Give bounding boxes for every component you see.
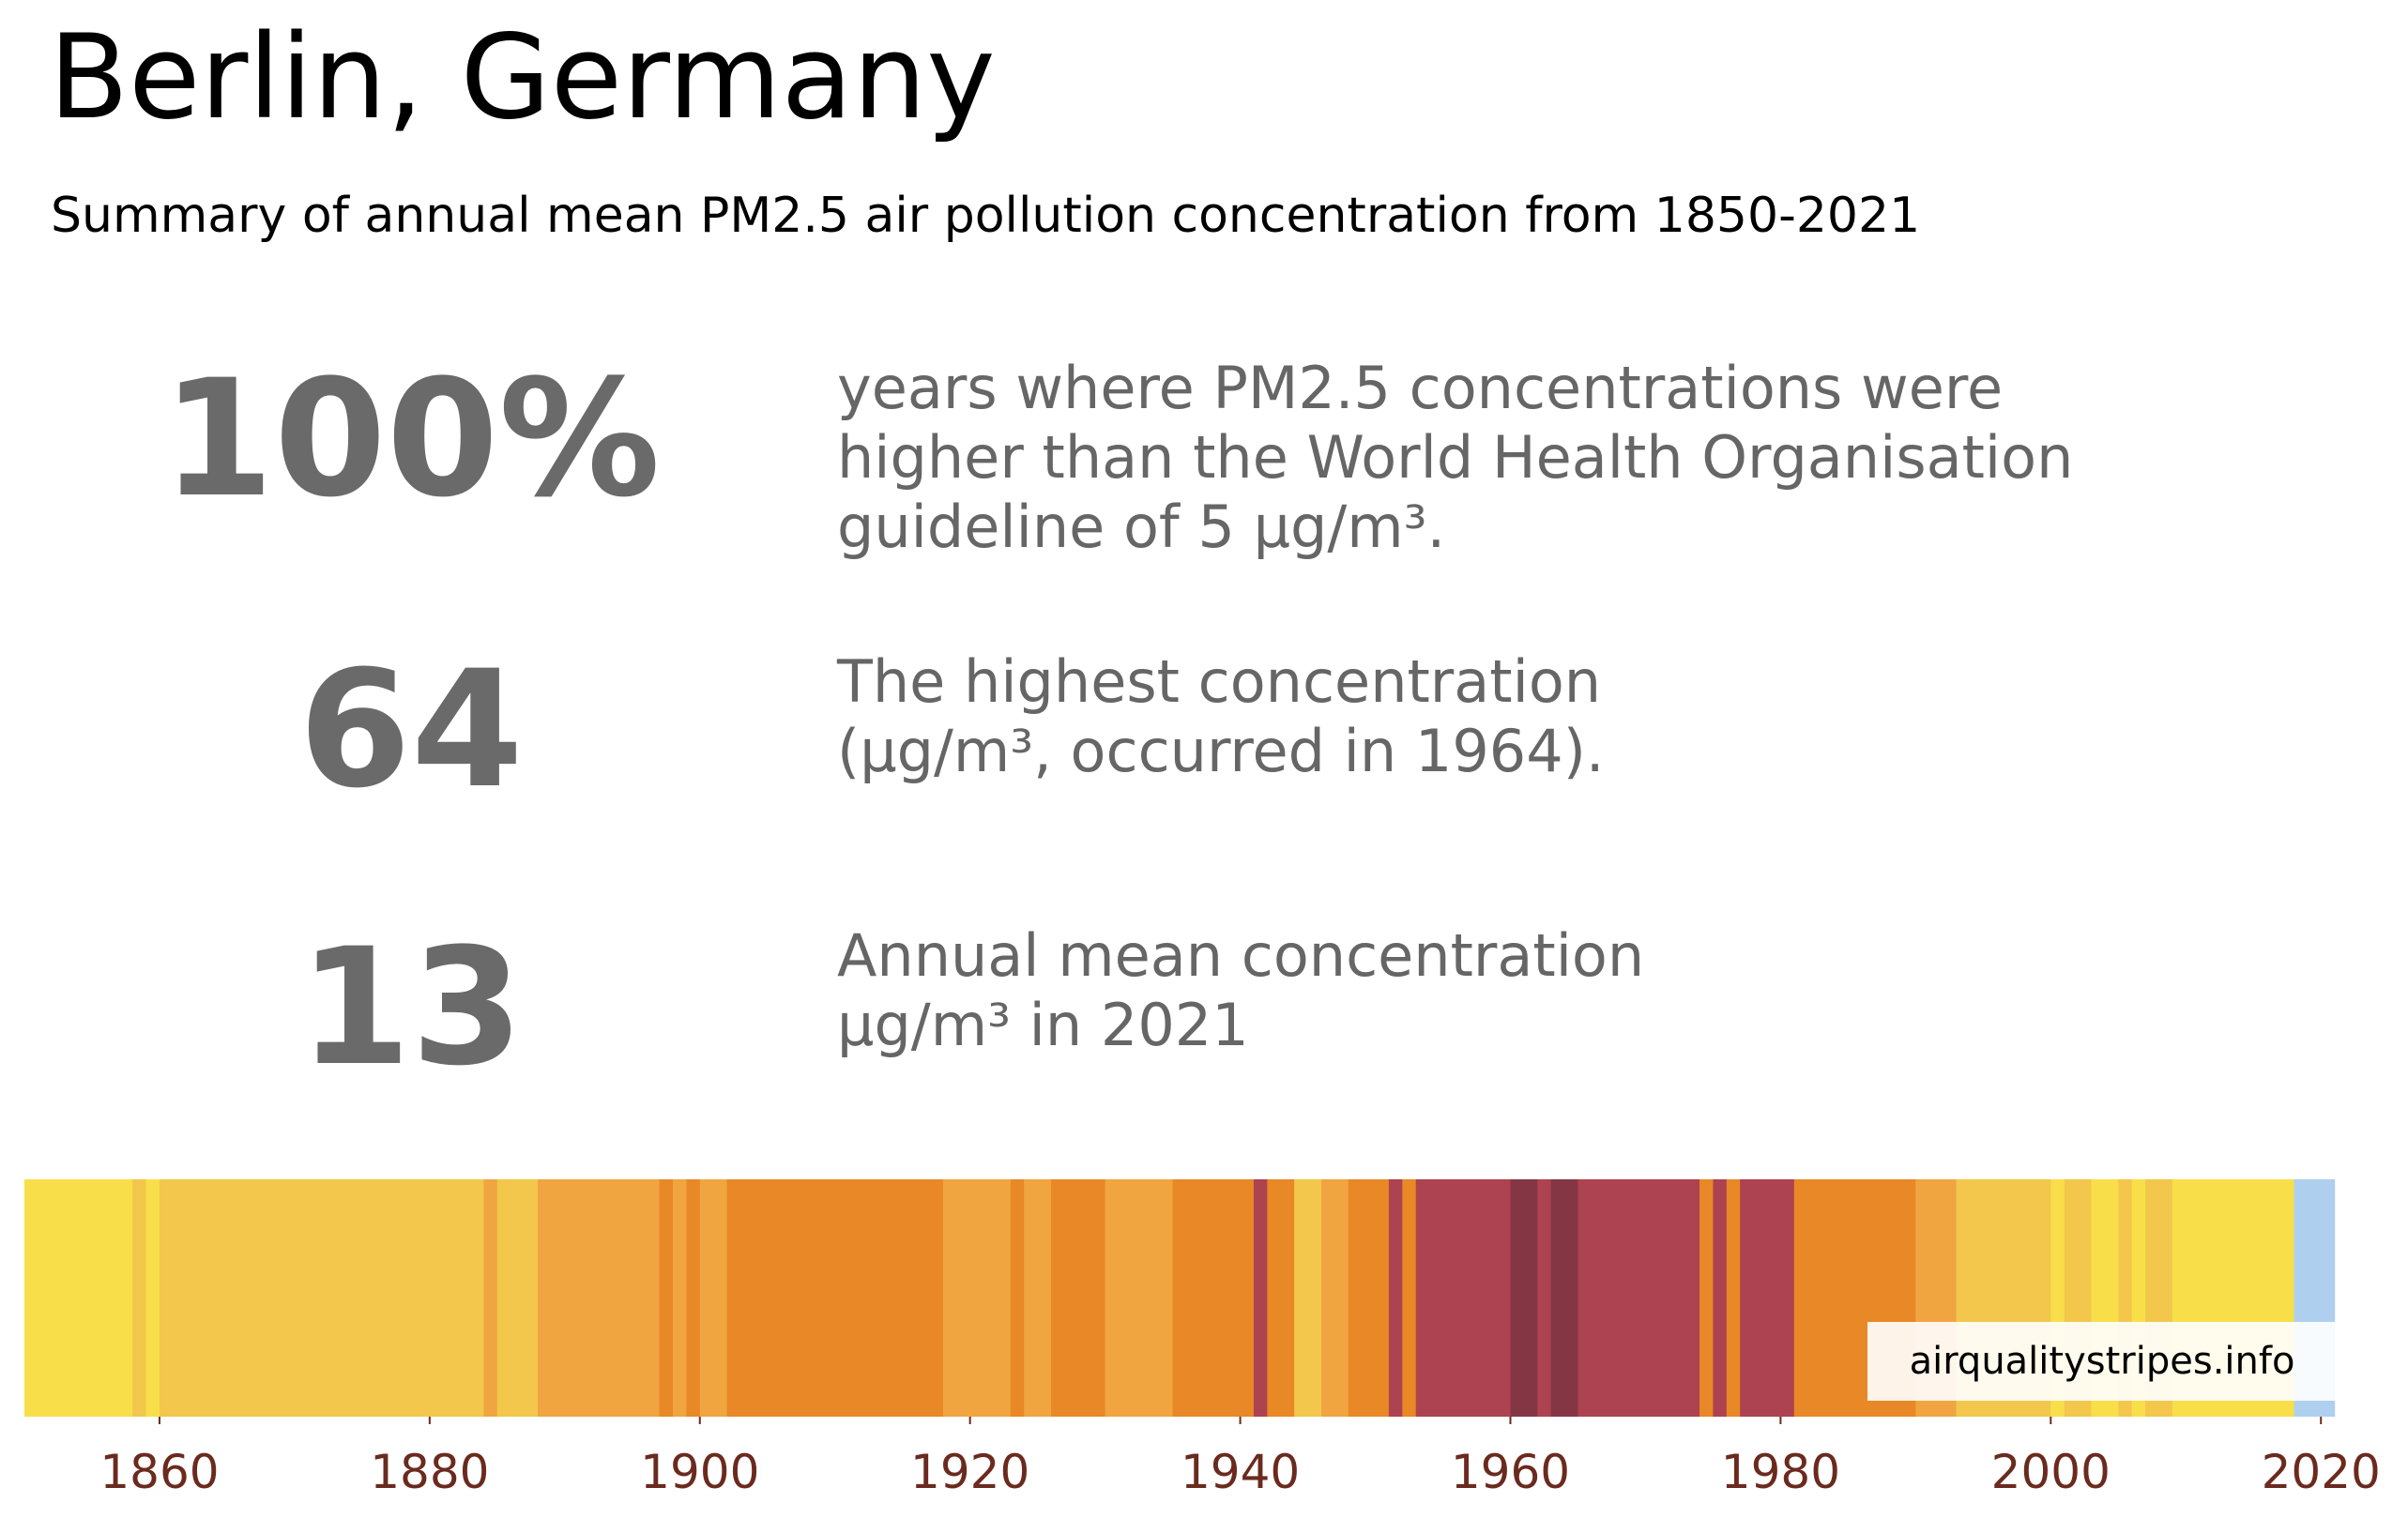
stat-desc-exceedance: years where PM2.5 concentrations were hi…	[837, 354, 2073, 562]
page-title: Berlin, Germany	[49, 10, 996, 145]
stripe-segment-1924	[1024, 1179, 1052, 1417]
stat-desc-line: µg/m³ in 2021	[837, 991, 1249, 1059]
x-tick-label: 2020	[2262, 1445, 2381, 1499]
x-tick-label: 1940	[1181, 1445, 1300, 1499]
stripe-segment-1960	[1510, 1179, 1538, 1417]
stripe-segment-1948	[1348, 1179, 1390, 1417]
stat-desc-latest: Annual mean concentration µg/m³ in 2021	[837, 921, 1644, 1060]
stripe-segment-1930	[1105, 1179, 1174, 1417]
stat-value-exceedance: 100%	[161, 344, 661, 533]
stripe-segment-1942	[1267, 1179, 1295, 1417]
stripe-segment-1946	[1320, 1179, 1349, 1417]
stripe-segment-1918	[942, 1179, 1012, 1417]
stripe-segment-1976	[1726, 1179, 1741, 1417]
stripe-segment-1963	[1550, 1179, 1579, 1417]
x-tick-label: 1880	[370, 1445, 489, 1499]
stripe-segment-1953	[1415, 1179, 1512, 1417]
stripe-segment-1884	[483, 1179, 498, 1417]
page-subtitle: Summary of annual mean PM2.5 air polluti…	[51, 188, 1921, 244]
stat-desc-line: higher than the World Health Organisatio…	[837, 423, 2074, 492]
stripe-segment-1962	[1537, 1179, 1552, 1417]
watermark-label: airqualitystripes.info	[1867, 1322, 2337, 1401]
stripe-segment-1900	[699, 1179, 728, 1417]
stripe-segment-1899	[686, 1179, 701, 1417]
stripe-segment-1923	[1010, 1179, 1025, 1417]
x-tick-label: 1980	[1721, 1445, 1840, 1499]
stat-desc-line: years where PM2.5 concentrations were	[837, 354, 2004, 422]
stripe-segment-1860	[159, 1179, 485, 1417]
stripe-segment-1858	[132, 1179, 147, 1417]
x-tick-label: 1860	[99, 1445, 219, 1499]
stat-value-highest: 64	[298, 635, 524, 824]
x-tick-label: 1960	[1451, 1445, 1570, 1499]
x-tick-label: 1900	[640, 1445, 759, 1499]
stripe-segment-1898	[672, 1179, 687, 1417]
stripe-segment-1885	[496, 1179, 539, 1417]
stripe-segment-1974	[1699, 1179, 1715, 1417]
stripe-segment-1897	[659, 1179, 674, 1417]
stripe-segment-1965	[1577, 1179, 1700, 1417]
stat-desc-line: The highest concentration	[837, 647, 1602, 716]
stat-value-latest: 13	[298, 913, 524, 1101]
stripe-segment-1941	[1253, 1179, 1268, 1417]
stat-desc-line: (µg/m³, occurred in 1964).	[837, 717, 1605, 785]
stat-desc-line: Annual mean concentration	[837, 921, 1645, 990]
stripe-segment-1935	[1172, 1179, 1255, 1417]
stripe-segment-1951	[1388, 1179, 1403, 1417]
stripe-segment-1888	[538, 1179, 661, 1417]
stripe-segment-1902	[726, 1179, 944, 1417]
stripe-segment-1975	[1713, 1179, 1728, 1417]
stat-desc-line: guideline of 5 µg/m³.	[837, 493, 1446, 561]
stripe-segment-1977	[1740, 1179, 1795, 1417]
stripe-segment-1952	[1402, 1179, 1417, 1417]
stripe-segment-1850	[24, 1179, 133, 1417]
stripe-segment-1926	[1051, 1179, 1106, 1417]
stripe-segment-1944	[1294, 1179, 1322, 1417]
stat-desc-highest: The highest concentration (µg/m³, occurr…	[837, 647, 1605, 786]
x-tick-label: 1920	[910, 1445, 1029, 1499]
stripe-segment-1859	[145, 1179, 160, 1417]
x-tick-label: 2000	[1991, 1445, 2111, 1499]
